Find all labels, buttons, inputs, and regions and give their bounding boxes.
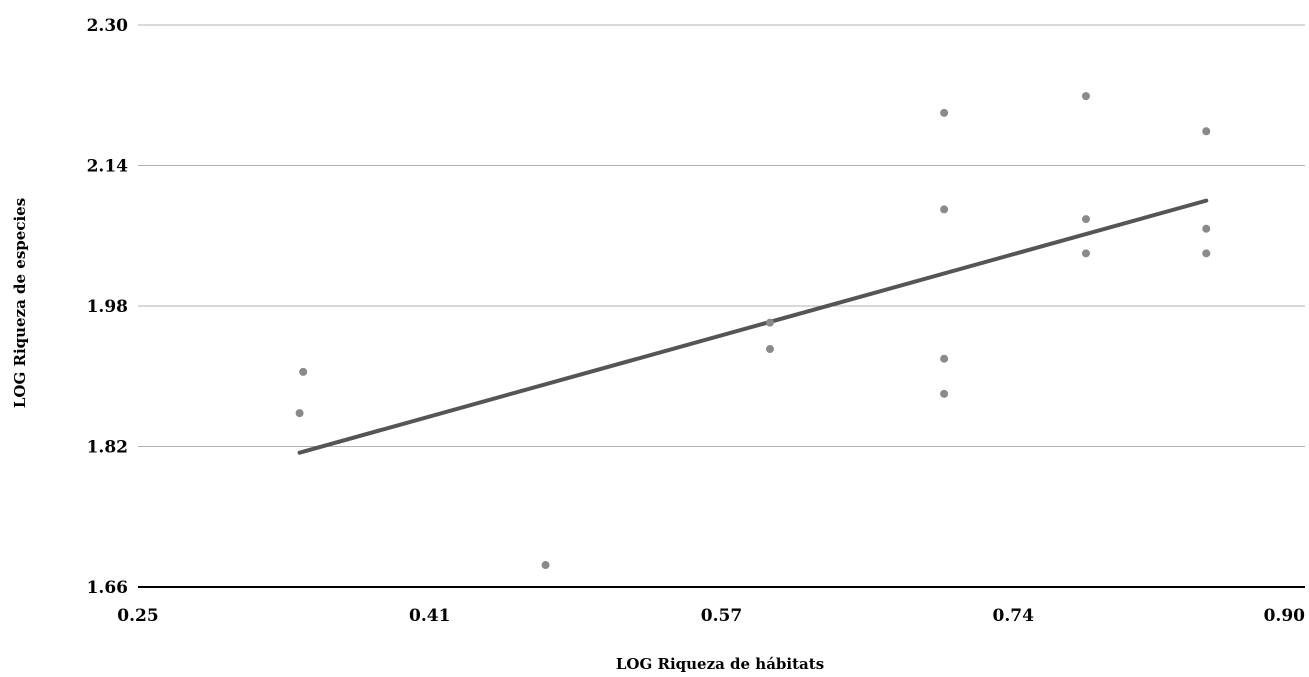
data-point: [1202, 249, 1211, 258]
data-point: [1081, 215, 1090, 224]
data-point: [541, 561, 550, 570]
y-tick-label: 2.30: [87, 16, 129, 36]
data-points: [295, 92, 1211, 570]
x-tick-label: 0.25: [117, 606, 158, 626]
y-tick-label: 1.82: [87, 438, 128, 458]
data-point: [940, 205, 949, 214]
data-point: [765, 345, 774, 354]
data-point: [1202, 127, 1211, 136]
y-tick-label: 1.66: [87, 578, 128, 598]
data-point: [940, 354, 949, 363]
data-point: [940, 389, 949, 398]
trend-line: [297, 198, 1209, 455]
data-point: [765, 318, 774, 327]
y-tick-labels: 1.66 1.82 1.98 2.14 2.30: [87, 16, 129, 598]
x-tick-label: 0.90: [1264, 606, 1306, 626]
data-point: [299, 367, 308, 376]
data-point: [940, 108, 949, 117]
x-tick-labels: 0.25 0.41 0.57 0.74 0.90: [117, 606, 1305, 626]
x-tick-label: 0.74: [993, 606, 1035, 626]
y-tick-label: 2.14: [87, 157, 129, 177]
y-tick-label: 1.98: [87, 297, 128, 317]
data-point: [295, 409, 304, 418]
x-axis-title: LOG Riqueza de hábitats: [616, 655, 824, 673]
grid-lines: [138, 24, 1305, 447]
y-axis-title: LOG Riqueza de especies: [11, 198, 29, 408]
data-point: [1202, 224, 1211, 233]
data-point: [1081, 92, 1090, 101]
x-tick-label: 0.57: [701, 606, 742, 626]
x-tick-label: 0.41: [409, 606, 450, 626]
data-point: [1081, 249, 1090, 258]
